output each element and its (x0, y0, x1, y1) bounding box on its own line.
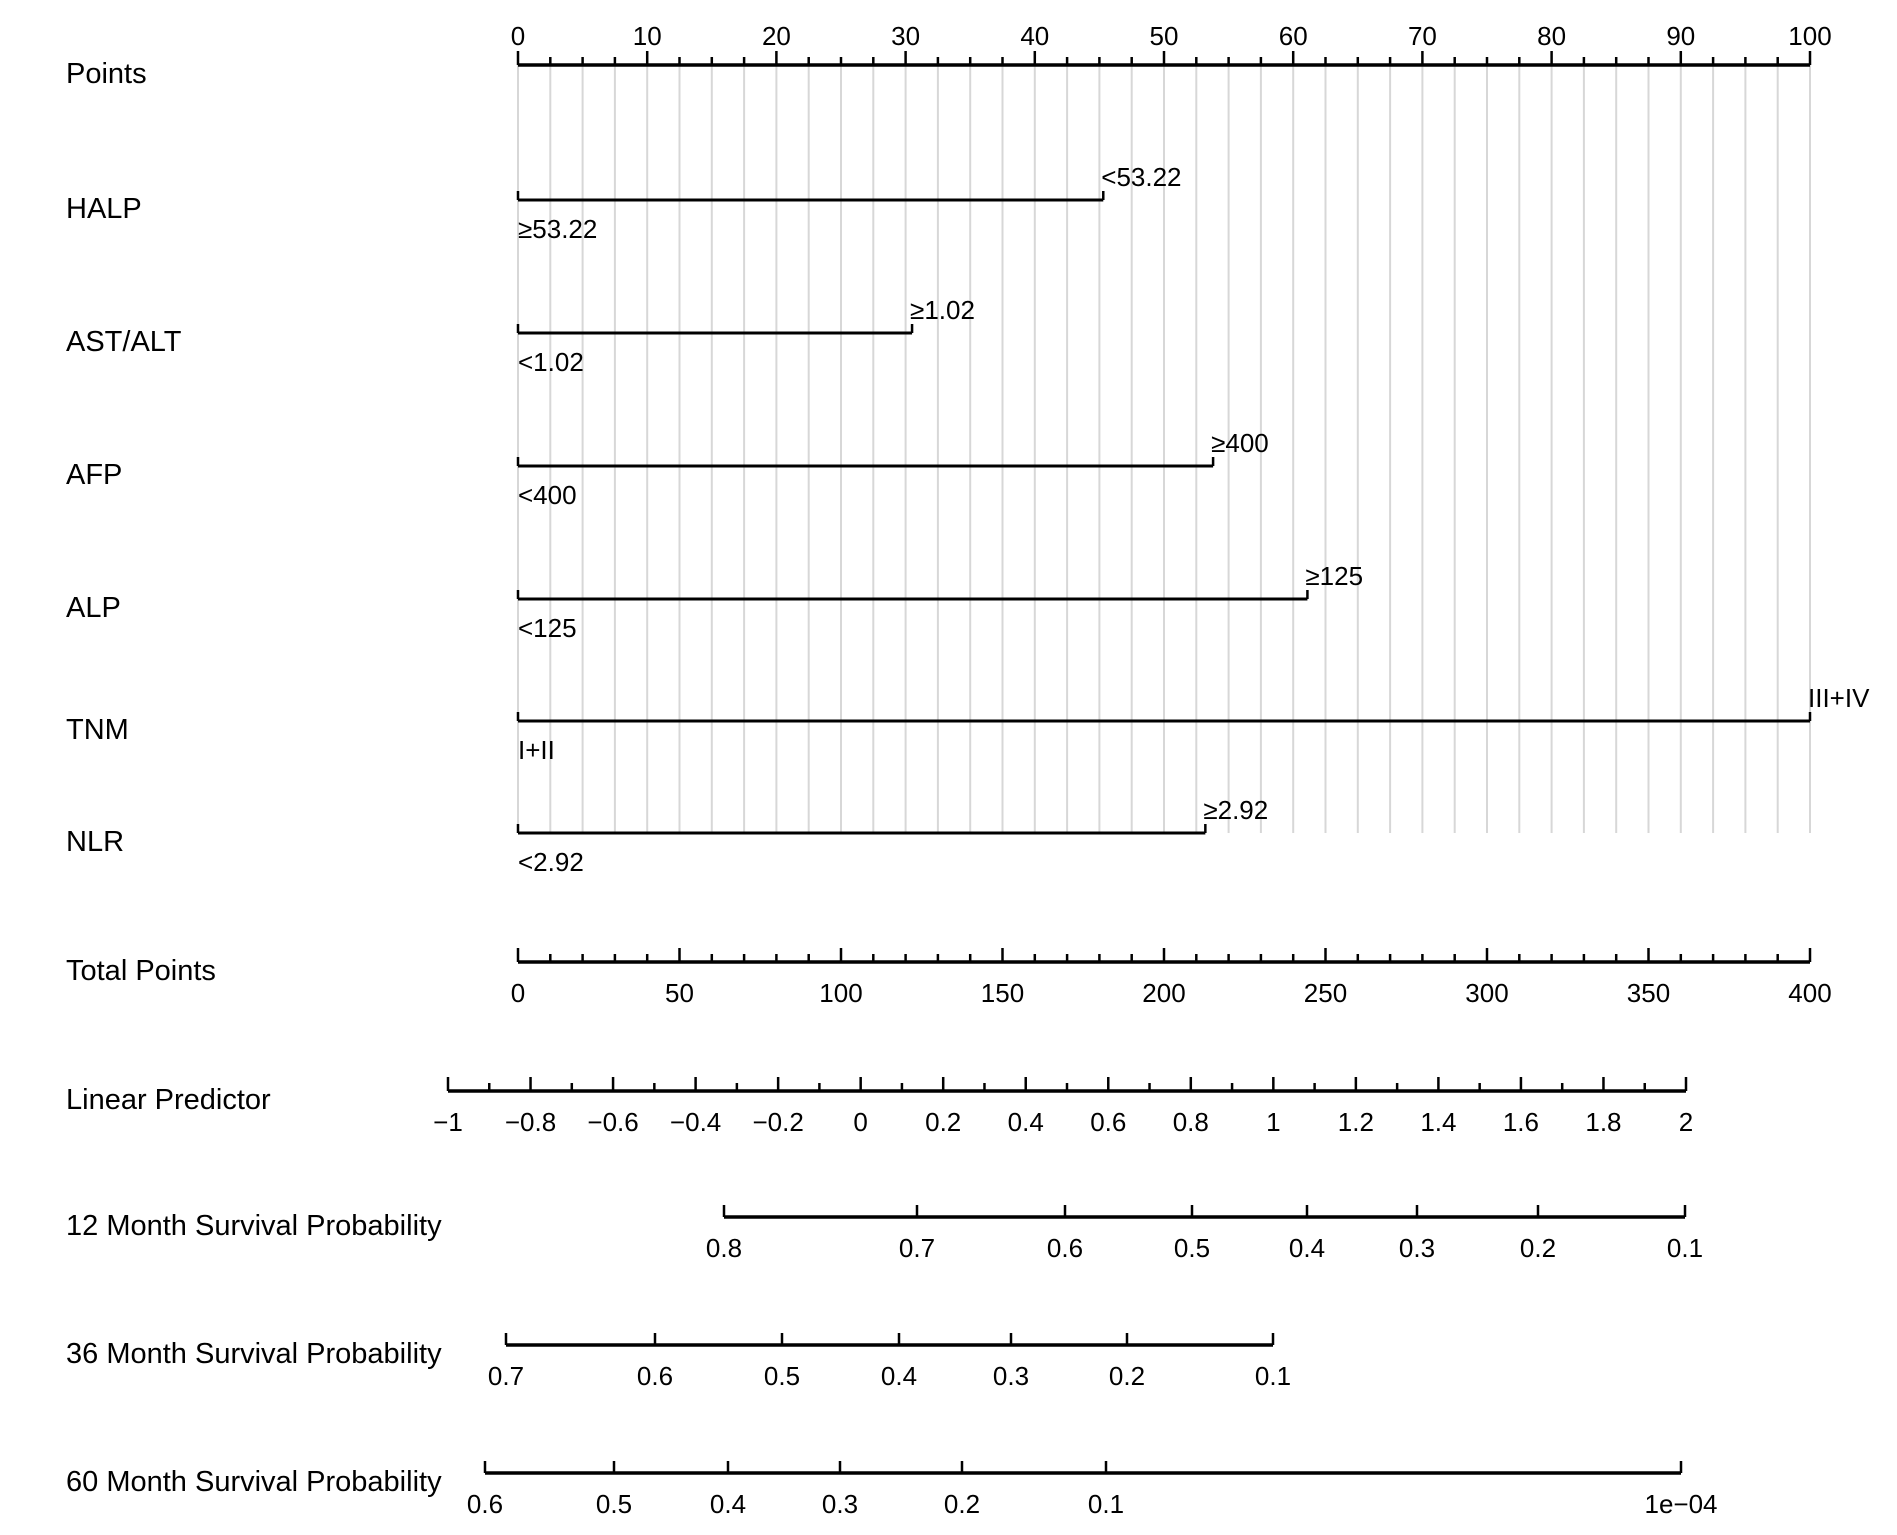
row-label-tnm: TNM (66, 714, 129, 746)
tick-label: 0.3 (822, 1489, 858, 1519)
upper-threshold-label: ≥125 (1305, 561, 1363, 591)
tick-label: 0.2 (944, 1489, 980, 1519)
upper-threshold-label: <53.22 (1101, 162, 1181, 192)
upper-threshold-label: ≥1.02 (910, 295, 975, 325)
tick-label: −0.8 (505, 1107, 556, 1137)
row-label-linear-predictor: Linear Predictor (66, 1084, 271, 1116)
tick-label: 0.4 (881, 1361, 917, 1391)
tick-label: 60 (1279, 21, 1308, 51)
tick-label: 0.2 (1109, 1361, 1145, 1391)
tick-label: 0 (511, 978, 525, 1008)
lower-threshold-label: I+II (518, 735, 555, 765)
gridlines (517, 65, 1811, 833)
tick-label: 100 (819, 978, 862, 1008)
row-points: Points 0 10 20 30 40 50 60 70 80 90 100 (66, 21, 1832, 90)
tick-label: 1e−04 (1644, 1489, 1717, 1519)
tick-label: 30 (891, 21, 920, 51)
row-36-month-survival-probability: 36 Month Survival Probability 0.7 0.6 0.5 0.… (66, 1333, 1291, 1391)
lower-threshold-label: <2.92 (518, 847, 584, 877)
tick-label: 0.1 (1255, 1361, 1291, 1391)
row-ast-alt: AST/ALT ≥1.02 <1.02 (66, 295, 975, 377)
row-label-points: Points (66, 58, 147, 90)
tick-label: 1.4 (1420, 1107, 1456, 1137)
tick-label: −0.2 (752, 1107, 803, 1137)
tick-label: 40 (1020, 21, 1049, 51)
row-60-month-survival-probability: 60 Month Survival Probability 0.6 0.5 0.4 0.… (66, 1461, 1718, 1519)
tick-label: 20 (762, 21, 791, 51)
row-afp: AFP ≥400 <400 (66, 428, 1269, 510)
tick-label: 0.7 (899, 1233, 935, 1263)
row-halp: HALP <53.22 ≥53.22 (66, 162, 1182, 244)
row-label-60-month-survival-probability: 60 Month Survival Probability (66, 1466, 442, 1498)
upper-threshold-label: ≥400 (1211, 428, 1269, 458)
upper-threshold-label: III+IV (1808, 683, 1870, 713)
tick-label: 0.2 (1520, 1233, 1556, 1263)
tick-label: −0.6 (587, 1107, 638, 1137)
tick-label: 1.8 (1585, 1107, 1621, 1137)
tick-label: 0.7 (488, 1361, 524, 1391)
tick-label: 100 (1788, 21, 1831, 51)
row-label-halp: HALP (66, 193, 142, 225)
row-total-points: Total Points 0 50 100 150 200 250 300 350 400 (66, 948, 1832, 1008)
tick-label: 0.4 (710, 1489, 746, 1519)
tick-label: 0 (511, 21, 525, 51)
tick-label: 50 (1150, 21, 1179, 51)
tick-label: 400 (1788, 978, 1831, 1008)
tick-label: 0 (853, 1107, 867, 1137)
tick-label: 0.8 (1173, 1107, 1209, 1137)
tick-label: 0.1 (1088, 1489, 1124, 1519)
lower-threshold-label: <1.02 (518, 347, 584, 377)
row-label-alp: ALP (66, 592, 121, 624)
row-label-ast-alt: AST/ALT (66, 326, 182, 358)
row-label-12-month-survival-probability: 12 Month Survival Probability (66, 1210, 442, 1242)
tick-label: 0.6 (1090, 1107, 1126, 1137)
tick-label: 150 (981, 978, 1024, 1008)
tick-label: 2 (1679, 1107, 1693, 1137)
tick-label: 0.1 (1667, 1233, 1703, 1263)
tick-label: −0.4 (670, 1107, 721, 1137)
tick-label: 0.5 (596, 1489, 632, 1519)
row-12-month-survival-probability: 12 Month Survival Probability 0.8 0.7 0.6 0.… (66, 1205, 1703, 1263)
tick-label: 0.4 (1289, 1233, 1325, 1263)
tick-label: 0.6 (637, 1361, 673, 1391)
tick-label: 0.3 (1399, 1233, 1435, 1263)
row-alp: ALP ≥125 <125 (66, 561, 1363, 643)
row-label-afp: AFP (66, 459, 122, 491)
tick-label: 0.4 (1008, 1107, 1044, 1137)
upper-threshold-label: ≥2.92 (1203, 795, 1268, 825)
tick-label: 0.6 (467, 1489, 503, 1519)
tick-label: 0.3 (993, 1361, 1029, 1391)
tick-label: 70 (1408, 21, 1437, 51)
row-tnm: TNM III+IV I+II (66, 683, 1870, 765)
row-label-36-month-survival-probability: 36 Month Survival Probability (66, 1338, 442, 1370)
lower-threshold-label: <400 (518, 480, 577, 510)
tick-label: 1.2 (1338, 1107, 1374, 1137)
tick-label: 0.2 (925, 1107, 961, 1137)
tick-label: 50 (665, 978, 694, 1008)
tick-label: 350 (1627, 978, 1670, 1008)
tick-label: 300 (1465, 978, 1508, 1008)
tick-label: 250 (1304, 978, 1347, 1008)
lower-threshold-label: ≥53.22 (518, 214, 597, 244)
tick-label: 0.6 (1047, 1233, 1083, 1263)
tick-label: 0.5 (1174, 1233, 1210, 1263)
tick-label: 0.5 (764, 1361, 800, 1391)
tick-label: 1.6 (1503, 1107, 1539, 1137)
tick-label: −1 (433, 1107, 463, 1137)
row-label-nlr: NLR (66, 826, 124, 858)
row-linear-predictor: Linear Predictor −1 −0.8 −0.6 −0.4 −0.2 0 0.2 0.… (66, 1077, 1693, 1137)
tick-label: 200 (1142, 978, 1185, 1008)
tick-label: 0.8 (706, 1233, 742, 1263)
tick-label: 10 (633, 21, 662, 51)
row-nlr: NLR ≥2.92 <2.92 (66, 795, 1268, 877)
row-label-total-points: Total Points (66, 955, 216, 987)
lower-threshold-label: <125 (518, 613, 577, 643)
tick-label: 90 (1666, 21, 1695, 51)
tick-label: 80 (1537, 21, 1566, 51)
tick-label: 1 (1266, 1107, 1280, 1137)
